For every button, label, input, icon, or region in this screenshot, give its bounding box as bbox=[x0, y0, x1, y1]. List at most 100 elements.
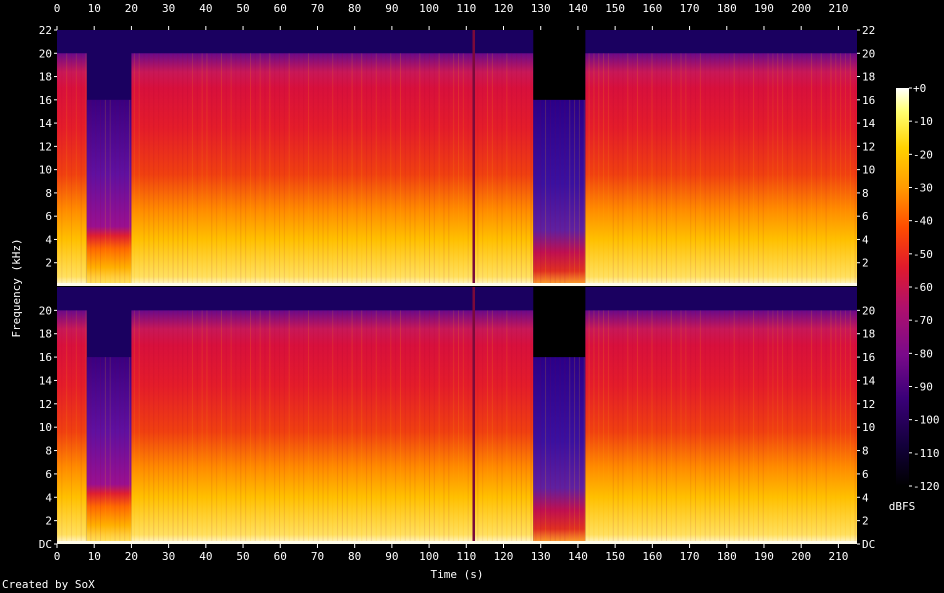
channel-1-dc-band bbox=[57, 283, 857, 286]
x-tick-label: 200 bbox=[791, 550, 811, 563]
y-tick-label: 18 bbox=[862, 71, 875, 84]
y-axis-left: 2 4 6 8 10 12 14 16 18 20 22 DC 2 4 6 8 10 12 14 16 18 20 bbox=[39, 24, 57, 551]
y-tick-label: 2 bbox=[862, 515, 869, 528]
x-tick-label: 160 bbox=[642, 2, 662, 15]
colorbar-tick-label: -50 bbox=[913, 248, 933, 261]
y-axis-label: Frequency (kHz) bbox=[10, 238, 23, 337]
y-tick-label: 16 bbox=[862, 94, 875, 107]
x-tick-label: 190 bbox=[754, 550, 774, 563]
y-tick-label: 20 bbox=[39, 47, 52, 60]
x-tick-label: 80 bbox=[348, 550, 361, 563]
x-tick-label: 210 bbox=[828, 550, 848, 563]
x-tick-label: 120 bbox=[494, 2, 514, 15]
x-tick-label: 80 bbox=[348, 2, 361, 15]
colorbar-tick-label: -120 bbox=[913, 480, 940, 493]
colorbar-tick-label: -40 bbox=[913, 215, 933, 228]
x-tick-label: 10 bbox=[88, 2, 101, 15]
y-tick-label: 10 bbox=[862, 421, 875, 434]
y-tick-label: 18 bbox=[39, 328, 52, 341]
x-tick-label: 60 bbox=[274, 2, 287, 15]
y-tick-label: 14 bbox=[862, 374, 876, 387]
colorbar-tick-label: +0 bbox=[913, 82, 926, 95]
channel-2-segment-2 bbox=[86, 357, 132, 544]
x-axis-label: Time (s) bbox=[431, 568, 484, 581]
x-tick-label: 130 bbox=[531, 550, 551, 563]
y-tick-label: 12 bbox=[862, 398, 875, 411]
channel-1-segment-4 bbox=[533, 99, 586, 287]
channel-1-silent-band-4 bbox=[533, 30, 586, 100]
channel-1-segment-5 bbox=[585, 53, 857, 286]
colorbar-ticks: +0 -10 -20 -30 -40 -50 -60 -70 -80 -90 -100 -110 -12… bbox=[909, 82, 940, 493]
x-tick-label: 90 bbox=[385, 550, 398, 563]
y-tick-label: 12 bbox=[39, 398, 52, 411]
y-tick-label: 18 bbox=[39, 71, 52, 84]
x-tick-label: 110 bbox=[456, 2, 476, 15]
x-tick-label: 90 bbox=[385, 2, 398, 15]
channel-2-segment-3 bbox=[131, 310, 534, 544]
y-tick-label: 12 bbox=[39, 140, 52, 153]
colorbar-tick-label: -90 bbox=[913, 381, 933, 394]
y-tick-label: 22 bbox=[39, 24, 52, 37]
y-tick-label: 4 bbox=[862, 491, 869, 504]
x-tick-label: 30 bbox=[162, 2, 175, 15]
y-tick-label: 4 bbox=[862, 233, 869, 246]
y-tick-label: 10 bbox=[862, 164, 875, 177]
y-tick-label: 6 bbox=[45, 468, 52, 481]
channel-1-segment-3 bbox=[131, 53, 534, 286]
y-tick-label: 4 bbox=[45, 491, 52, 504]
y-tick-label: 8 bbox=[862, 445, 869, 458]
colorbar-tick-label: -60 bbox=[913, 281, 933, 294]
y-tick-label: 18 bbox=[862, 328, 875, 341]
x-tick-label: 0 bbox=[54, 550, 61, 563]
x-axis-top: 0 10 20 30 40 50 60 70 80 90 100 110 120 130 140 150 160… bbox=[54, 2, 848, 30]
y-tick-label: 20 bbox=[862, 304, 875, 317]
x-tick-label: 100 bbox=[419, 2, 439, 15]
y-tick-label: 20 bbox=[39, 304, 52, 317]
x-tick-label: 180 bbox=[717, 550, 737, 563]
channel-2-segment-4 bbox=[533, 357, 586, 544]
creator-credit: Created by SoX bbox=[2, 578, 95, 591]
x-tick-label: 140 bbox=[568, 2, 588, 15]
x-tick-label: 150 bbox=[605, 2, 625, 15]
y-axis-right: 2 4 6 8 10 12 14 16 18 20 22 DC 2 4 6 8 10 12 14 16 18 20 bbox=[857, 24, 876, 551]
x-tick-label: 110 bbox=[456, 550, 476, 563]
channel-2-dc-band bbox=[57, 541, 857, 544]
channel-2-panel bbox=[56, 287, 857, 544]
x-tick-label: 100 bbox=[419, 550, 439, 563]
x-tick-label: 170 bbox=[680, 550, 700, 563]
x-tick-label: 50 bbox=[236, 2, 249, 15]
y-tick-label: DC bbox=[862, 538, 875, 551]
y-tick-label: 6 bbox=[862, 468, 869, 481]
y-tick-label: 4 bbox=[45, 233, 52, 246]
y-tick-label: 6 bbox=[862, 210, 869, 223]
x-tick-label: 180 bbox=[717, 2, 737, 15]
colorbar-tick-label: -70 bbox=[913, 314, 933, 327]
x-tick-label: 0 bbox=[54, 2, 61, 15]
y-tick-label: 8 bbox=[45, 445, 52, 458]
x-tick-label: 70 bbox=[311, 550, 324, 563]
x-tick-label: 210 bbox=[828, 2, 848, 15]
colorbar-tick-label: -30 bbox=[913, 182, 933, 195]
y-tick-label: 22 bbox=[862, 24, 875, 37]
x-tick-label: 10 bbox=[88, 550, 101, 563]
channel-1-panel bbox=[56, 30, 857, 287]
x-tick-label: 40 bbox=[199, 2, 212, 15]
y-tick-label: 16 bbox=[862, 351, 875, 364]
channel-1-segment-2 bbox=[86, 99, 132, 287]
y-tick-label: 14 bbox=[39, 117, 53, 130]
colorbar bbox=[896, 88, 909, 486]
x-tick-label: 60 bbox=[274, 550, 287, 563]
y-tick-label: 10 bbox=[39, 421, 52, 434]
x-tick-label: 120 bbox=[494, 550, 514, 563]
x-tick-label: 160 bbox=[642, 550, 662, 563]
x-tick-label: 200 bbox=[791, 2, 811, 15]
channel-2-segment-1 bbox=[57, 310, 87, 544]
colorbar-tick-label: -110 bbox=[913, 447, 940, 460]
x-tick-label: 70 bbox=[311, 2, 324, 15]
colorbar-tick-label: -10 bbox=[913, 115, 933, 128]
x-tick-label: 30 bbox=[162, 550, 175, 563]
y-tick-label: 14 bbox=[862, 117, 876, 130]
x-tick-label: 130 bbox=[531, 2, 551, 15]
y-tick-label: 6 bbox=[45, 210, 52, 223]
